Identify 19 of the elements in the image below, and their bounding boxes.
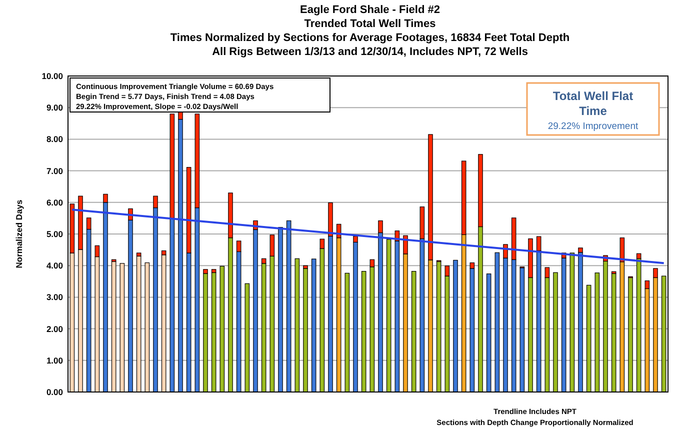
y-tick-label: 8.00 (46, 134, 64, 144)
y-tick-label: 9.00 (46, 102, 64, 113)
y-axis-title: Normalized Days (14, 199, 24, 268)
chart-subtitle: Trended Total Well Times Times Normalized by Sections for Average Footages, 16834 Feet Total Depth All Rigs Between 1/3/13 and 12/30/14, Includes NPT, 72 Wells (170, 18, 570, 58)
bar (170, 114, 175, 219)
y-tick-label: 7.00 (46, 166, 64, 176)
bar (536, 236, 542, 252)
y-tick-label: 3.00 (46, 292, 64, 302)
y-tick-label: 2.00 (46, 324, 64, 334)
y-tick-label: 0.00 (46, 386, 64, 397)
y-tick-label: 1.00 (46, 355, 64, 366)
callout-box: Total Well Flat Time 29.22% Improvement (526, 82, 660, 136)
y-tick-label: 10.00 (42, 70, 64, 81)
annotation: 29.22% Improvement (548, 121, 639, 132)
chart-title: Eagle Ford Shale - Field #2 (300, 4, 440, 16)
y-tick-label: 5.00 (46, 228, 64, 239)
annotation: Total Well Flat Time (552, 89, 634, 118)
y-tick-label: 6.00 (46, 197, 64, 208)
y-tick-label: 4.00 (46, 260, 64, 271)
